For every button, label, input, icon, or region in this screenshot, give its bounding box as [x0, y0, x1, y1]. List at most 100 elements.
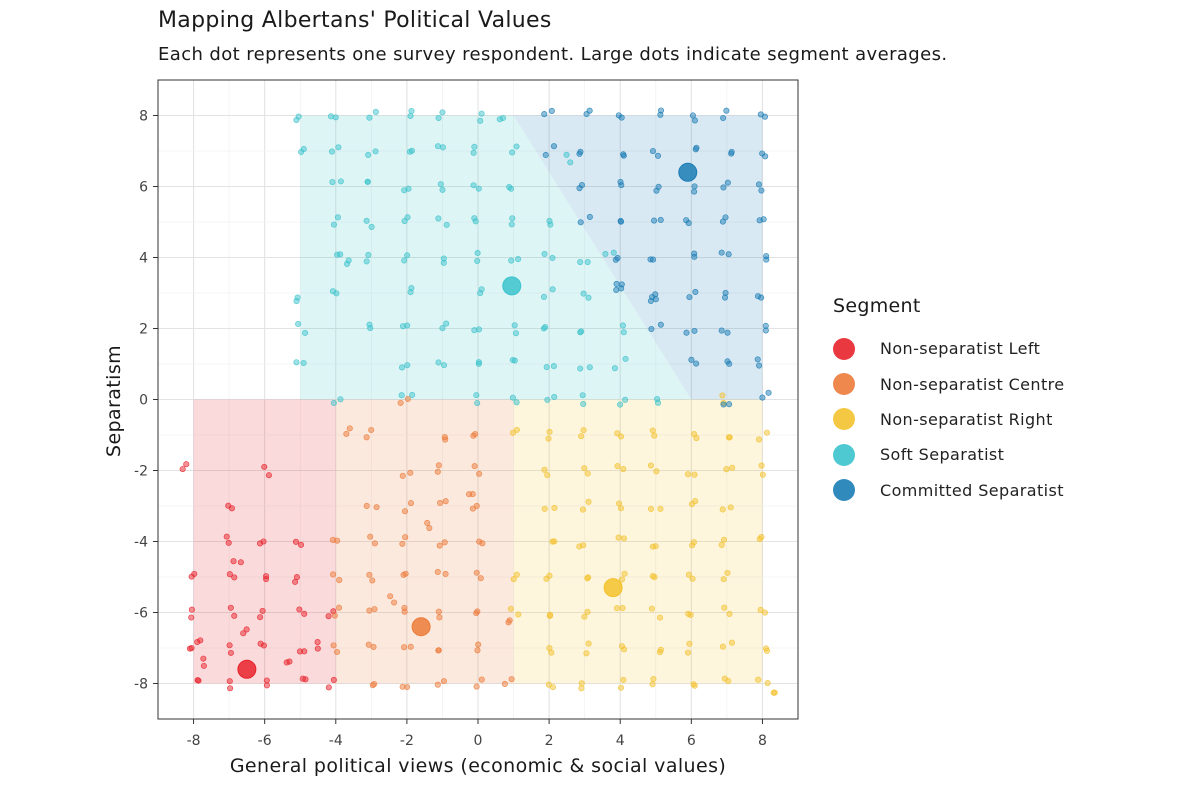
y-tick-label: -2 [134, 464, 148, 480]
respondent-point [720, 536, 728, 543]
respondent-point [548, 649, 555, 656]
respondent-point [689, 575, 696, 582]
respondent-point [578, 433, 585, 440]
respondent-point [584, 608, 591, 616]
respondent-point [649, 256, 657, 263]
respondent-point [328, 148, 336, 155]
respondent-point [724, 179, 731, 186]
respondent-point [346, 425, 353, 432]
region-non-separatist-centre [335, 399, 514, 684]
respondent-point [426, 524, 433, 532]
respondent-point [584, 258, 591, 266]
respondent-point [610, 249, 617, 256]
respondent-point [546, 612, 553, 620]
respondent-point [726, 401, 733, 408]
respondent-point [330, 642, 337, 649]
respondent-point [325, 684, 332, 691]
respondent-point [621, 570, 628, 577]
respondent-point [365, 251, 372, 259]
respondent-point [613, 605, 620, 612]
respondent-point [473, 569, 480, 576]
respondent-point [545, 435, 552, 442]
respondent-point [651, 217, 658, 224]
respondent-point [301, 329, 309, 336]
respondent-point [507, 605, 514, 612]
legend-item: Committed Separatist [833, 473, 1065, 508]
legend-swatch-icon [833, 443, 855, 466]
region-non-separatist-right [513, 399, 763, 684]
respondent-point [293, 359, 300, 366]
respondent-point [620, 535, 628, 542]
respondent-point [439, 109, 446, 116]
respondent-point [619, 322, 627, 329]
respondent-point [363, 258, 370, 265]
respondent-point [408, 147, 416, 154]
respondent-point [397, 399, 404, 406]
respondent-point [718, 327, 725, 334]
respondent-point [225, 539, 232, 546]
respondent-point [188, 614, 195, 621]
respondent-point [757, 111, 764, 118]
respondent-point [655, 183, 662, 190]
respondent-point [473, 392, 480, 399]
respondent-point [513, 143, 520, 150]
respondent-point [650, 675, 657, 683]
respondent-point [179, 466, 186, 473]
y-tick-label: 4 [139, 251, 148, 267]
respondent-point [548, 107, 555, 114]
x-tick-label: 6 [687, 733, 696, 749]
respondent-point [577, 258, 584, 266]
legend-label: Non-separatist Right [880, 409, 1053, 429]
respondent-point [579, 506, 587, 513]
respondent-point [226, 678, 233, 685]
respondent-point [691, 431, 698, 438]
respondent-point [325, 613, 332, 620]
respondent-point [755, 181, 763, 188]
respondent-point [296, 606, 303, 613]
respondent-point [437, 499, 444, 506]
respondent-point [563, 151, 570, 158]
respondent-point [581, 613, 588, 620]
respondent-point [657, 107, 665, 114]
respondent-point [585, 574, 592, 581]
legend-swatch-icon [833, 337, 855, 360]
legend: Segment Non-separatist Left Non-separatis… [833, 295, 1065, 508]
respondent-point [725, 251, 732, 258]
respondent-point [334, 251, 341, 258]
respondent-point [441, 434, 448, 441]
respondent-point [475, 326, 483, 333]
respondent-point [499, 114, 506, 122]
respondent-point [373, 504, 380, 511]
respondent-point [647, 505, 655, 512]
respondent-point [691, 327, 698, 334]
respondent-point [613, 286, 620, 294]
respondent-point [399, 540, 406, 547]
legend-label: Soft Separatist [880, 445, 1005, 465]
respondent-point [685, 571, 693, 578]
legend-swatch-icon [833, 479, 855, 502]
respondent-point [513, 571, 520, 578]
respondent-point [474, 647, 481, 654]
respondent-point [620, 151, 627, 158]
respondent-point [509, 215, 516, 222]
respondent-point [183, 461, 190, 468]
respondent-point [191, 570, 198, 577]
respondent-point [365, 151, 372, 158]
respondent-point [578, 680, 585, 687]
respondent-point [292, 538, 300, 545]
y-axis-label: Separatism [103, 345, 125, 457]
respondent-point [683, 217, 690, 224]
respondent-point [617, 178, 624, 185]
respondent-point [684, 649, 692, 656]
respondent-point [404, 395, 411, 403]
respondent-point [651, 432, 658, 439]
respondent-point [400, 571, 407, 578]
respondent-point [407, 112, 414, 120]
respondent-point [754, 356, 761, 363]
respondent-point [301, 610, 308, 617]
respondent-point [619, 605, 626, 612]
respondent-point [226, 642, 233, 649]
respondent-point [618, 281, 625, 288]
respondent-point [407, 500, 415, 507]
respondent-point [407, 643, 414, 650]
